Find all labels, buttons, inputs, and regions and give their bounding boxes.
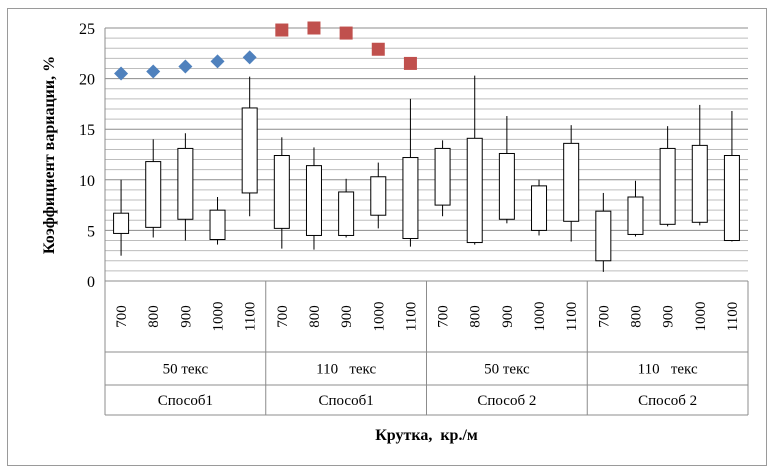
square-marker <box>339 26 353 40</box>
candle-body <box>177 147 194 220</box>
x-tick-label: 700 <box>436 305 452 328</box>
diamond-marker <box>242 50 257 65</box>
candle-body <box>145 161 162 228</box>
diamond-marker <box>146 64 161 79</box>
x-tick-label: 800 <box>628 305 644 328</box>
x-tick-label: 700 <box>596 305 612 328</box>
x-tick-label: 1100 <box>564 302 580 331</box>
x-tick-label: 800 <box>307 305 323 328</box>
y-tick-label: 25 <box>79 21 95 38</box>
group-method-label: Способ 2 <box>477 393 536 409</box>
y-axis-title: Коэффициент вариации, % <box>41 56 58 254</box>
y-tick-label: 10 <box>79 173 95 190</box>
diamond-marker <box>178 59 193 74</box>
x-tick-label: 1000 <box>371 302 387 332</box>
x-tick-label: 800 <box>468 305 484 328</box>
candle-body <box>498 152 515 220</box>
square-marker <box>307 21 321 35</box>
x-tick-label: 1000 <box>532 302 548 332</box>
group-method-label: Способ1 <box>158 393 213 409</box>
x-tick-label: 1100 <box>725 302 741 331</box>
candle-body <box>305 165 322 236</box>
diamond-marker <box>210 54 225 69</box>
x-tick-label: 1000 <box>211 302 227 332</box>
candle-body <box>659 147 676 225</box>
candle-body <box>113 212 130 234</box>
square-marker <box>371 42 385 56</box>
square-marker <box>275 23 289 37</box>
x-tick-label: 1000 <box>693 302 709 332</box>
candle-body <box>595 210 612 262</box>
group-density-label: 50 текс <box>163 362 209 378</box>
group-density-label: 110 текс <box>316 362 376 378</box>
group-method-label: Способ1 <box>319 393 374 409</box>
x-tick-label: 900 <box>500 305 516 328</box>
candle-body <box>370 176 387 216</box>
y-tick-label: 20 <box>79 72 95 89</box>
candle-body <box>627 196 644 235</box>
group-density-label: 50 текс <box>484 362 530 378</box>
y-tick-label: 0 <box>87 274 95 291</box>
x-tick-label: 900 <box>178 305 194 328</box>
chart-frame: 0 5 10 15 20 25 Коэффициент вариации, % 700 800 9… <box>7 8 767 466</box>
candle-body <box>563 142 580 222</box>
candle-body <box>338 191 355 236</box>
candle-body <box>241 107 258 194</box>
x-tick-label: 700 <box>275 305 291 328</box>
x-tick-label: 700 <box>114 305 130 328</box>
group-method-label: Способ 2 <box>638 393 697 409</box>
x-tick-label: 1100 <box>243 302 259 331</box>
candle-body <box>691 144 708 223</box>
square-marker <box>403 56 417 70</box>
y-tick-label: 5 <box>87 223 95 240</box>
candle-body <box>273 155 290 229</box>
group-density-label: 110 текс <box>638 362 698 378</box>
chart-svg: 0 5 10 15 20 25 Коэффициент вариации, % 700 800 9… <box>41 21 749 444</box>
x-tick-label: 1100 <box>403 302 419 331</box>
candle-body <box>209 209 226 241</box>
candle-body <box>723 155 740 242</box>
diamond-marker <box>114 66 129 81</box>
y-tick-label: 15 <box>79 122 95 139</box>
x-axis-title: Крутка, кр./м <box>375 427 478 444</box>
x-tick-label: 900 <box>339 305 355 328</box>
candle-body <box>466 137 483 244</box>
x-tick-label: 900 <box>661 305 677 328</box>
candle-body <box>531 185 548 231</box>
candle-body <box>402 157 419 239</box>
x-tick-label: 800 <box>146 305 162 328</box>
candle-body <box>434 147 451 206</box>
